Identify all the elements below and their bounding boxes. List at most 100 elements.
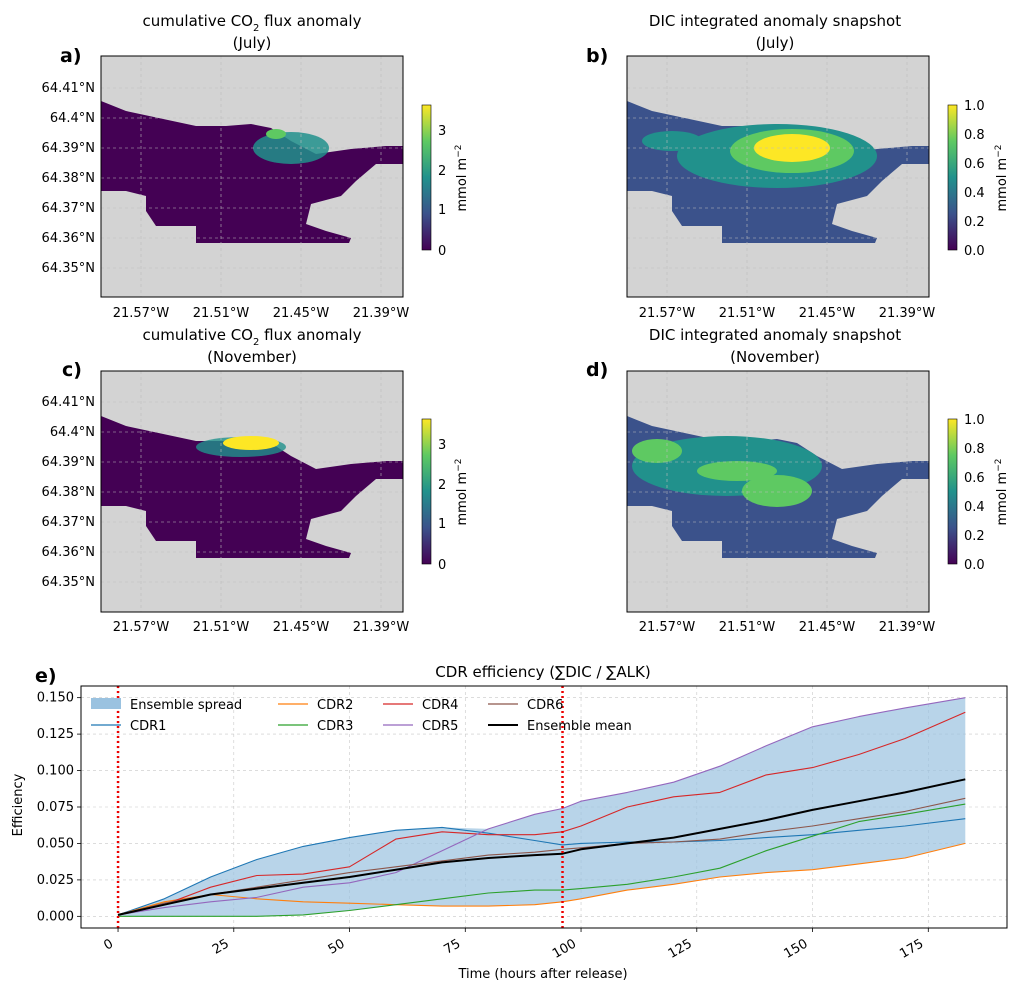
x-tick-label: 150 (782, 936, 811, 961)
lon-tick: 21.45°W (273, 306, 330, 321)
series-layer (117, 697, 966, 917)
x-tick-label: 25 (210, 936, 232, 957)
lat-tick: 64.38°N (42, 171, 95, 186)
series-line-ensemble-mean (117, 778, 966, 916)
chart-title: CDR efficiency (∑DIC / ∑ALK) (435, 663, 650, 681)
lat-tick: 64.41°N (42, 81, 95, 96)
colorbar-a (421, 104, 432, 251)
colorbar-tick: 2 (438, 164, 446, 179)
panel-c-title-line2: (November) (207, 348, 297, 366)
lon-tick: 21.45°W (799, 620, 856, 635)
legend-label: CDR2 (317, 698, 353, 713)
legend: Ensemble spread CDR1 CDR2 CDR3 CDR4 CDR5 CDR6 E… (91, 698, 632, 734)
colorbar-tick: 0.6 (964, 471, 985, 486)
x-tick-label: 175 (897, 936, 926, 961)
panel-d-letter: d) (586, 359, 608, 381)
colorbar-tick: 0.4 (964, 500, 985, 515)
map-b-plume (642, 131, 702, 151)
map-d-plume (742, 475, 812, 507)
colorbar-tick: 0.8 (964, 128, 985, 143)
panel-a-letter: a) (60, 45, 82, 67)
series-line-cdr3 (118, 803, 966, 917)
y-axis-label: Efficiency (11, 773, 26, 836)
panel-c: c) cumulative CO2 flux anomaly (November… (42, 326, 470, 635)
y-tick-label: 0.000 (37, 909, 74, 924)
colorbar-tick: 1 (438, 203, 446, 218)
colorbar-label: mmol m−2 (454, 145, 470, 212)
x-axis-label: Time (hours after release) (457, 967, 627, 982)
panel-a-title-line2: (July) (233, 34, 272, 52)
panel-b-letter: b) (586, 45, 608, 67)
lon-tick: 21.57°W (639, 306, 696, 321)
lon-tick: 21.45°W (273, 620, 330, 635)
colorbar-tick: 1 (438, 517, 446, 532)
lat-tick: 64.37°N (42, 201, 95, 216)
x-tick-label: 75 (441, 936, 463, 957)
series-line-cdr1 (117, 818, 966, 916)
y-tick-label: 0.075 (37, 800, 74, 815)
panel-b-title: DIC integrated anomaly snapshot (649, 12, 901, 30)
panel-d: d) DIC integrated anomaly snapshot (Nove… (586, 326, 1010, 635)
lon-tick: 21.39°W (879, 306, 936, 321)
colorbar-tick: 3 (438, 438, 446, 453)
x-tick-label: 125 (666, 936, 695, 961)
colorbar-label: mmol m−2 (454, 459, 470, 526)
y-ticks: 0.000 0.025 0.050 0.075 0.100 0.125 0.150 (37, 691, 81, 924)
x-ticks: 0 25 50 75 100 125 150 175 (101, 928, 929, 962)
x-tick-label: 100 (550, 936, 579, 961)
legend-label: CDR6 (527, 698, 563, 713)
legend-swatch (91, 698, 121, 709)
map-d-plume (632, 439, 682, 463)
map-a-anomaly (253, 132, 329, 164)
lat-tick: 64.37°N (42, 515, 95, 530)
panel-c-title: cumulative CO2 flux anomaly (143, 326, 362, 348)
colorbar-tick: 0.2 (964, 529, 985, 544)
lat-tick: 64.41°N (42, 395, 95, 410)
lat-tick: 64.4°N (50, 111, 95, 126)
panel-a: a) cumulative CO2 flux anomaly (July) 64… (42, 12, 470, 321)
colorbar-tick: 3 (438, 124, 446, 139)
lon-tick: 21.57°W (639, 620, 696, 635)
panel-d-title: DIC integrated anomaly snapshot (649, 326, 901, 344)
colorbar-b (947, 104, 958, 251)
colorbar-tick: 0.0 (964, 244, 985, 259)
colorbar-tick: 0.6 (964, 157, 985, 172)
legend-label: CDR4 (422, 698, 458, 713)
lon-tick: 21.51°W (719, 306, 776, 321)
y-tick-label: 0.125 (37, 727, 74, 742)
legend-label: CDR3 (317, 719, 353, 734)
colorbar-tick: 1.0 (964, 413, 985, 428)
legend-label: Ensemble mean (527, 719, 632, 734)
map-a-anomaly-core (266, 129, 286, 139)
lat-tick: 64.39°N (42, 141, 95, 156)
lat-tick: 64.35°N (42, 575, 95, 590)
y-tick-label: 0.050 (37, 836, 74, 851)
colorbar-label: mmol m−2 (994, 145, 1010, 212)
ensemble-spread-band (118, 697, 966, 917)
lat-tick: 64.39°N (42, 455, 95, 470)
series-line-cdr4 (117, 711, 966, 916)
lon-tick: 21.51°W (193, 620, 250, 635)
lon-tick: 21.45°W (799, 306, 856, 321)
panel-d-title-line2: (November) (730, 348, 820, 366)
y-tick-label: 0.025 (37, 873, 74, 888)
y-tick-label: 0.100 (37, 764, 74, 779)
x-tick-label: 50 (326, 936, 348, 957)
lon-tick: 21.57°W (113, 620, 170, 635)
colorbar-tick: 1.0 (964, 99, 985, 114)
plot-frame (80, 685, 1008, 929)
lat-tick: 64.38°N (42, 485, 95, 500)
lon-tick: 21.57°W (113, 306, 170, 321)
legend-label: Ensemble spread (130, 698, 242, 713)
map-d-plume (697, 461, 777, 481)
legend-label: CDR1 (130, 719, 166, 734)
colorbar-tick: 0.2 (964, 215, 985, 230)
colorbar-label: mmol m−2 (994, 459, 1010, 526)
series-line-cdr5 (117, 697, 966, 916)
x-tick-label: 0 (101, 936, 116, 953)
lon-tick: 21.51°W (719, 620, 776, 635)
colorbar-tick: 0 (438, 244, 446, 259)
y-tick-label: 0.150 (37, 691, 74, 706)
release-markers (116, 686, 564, 928)
